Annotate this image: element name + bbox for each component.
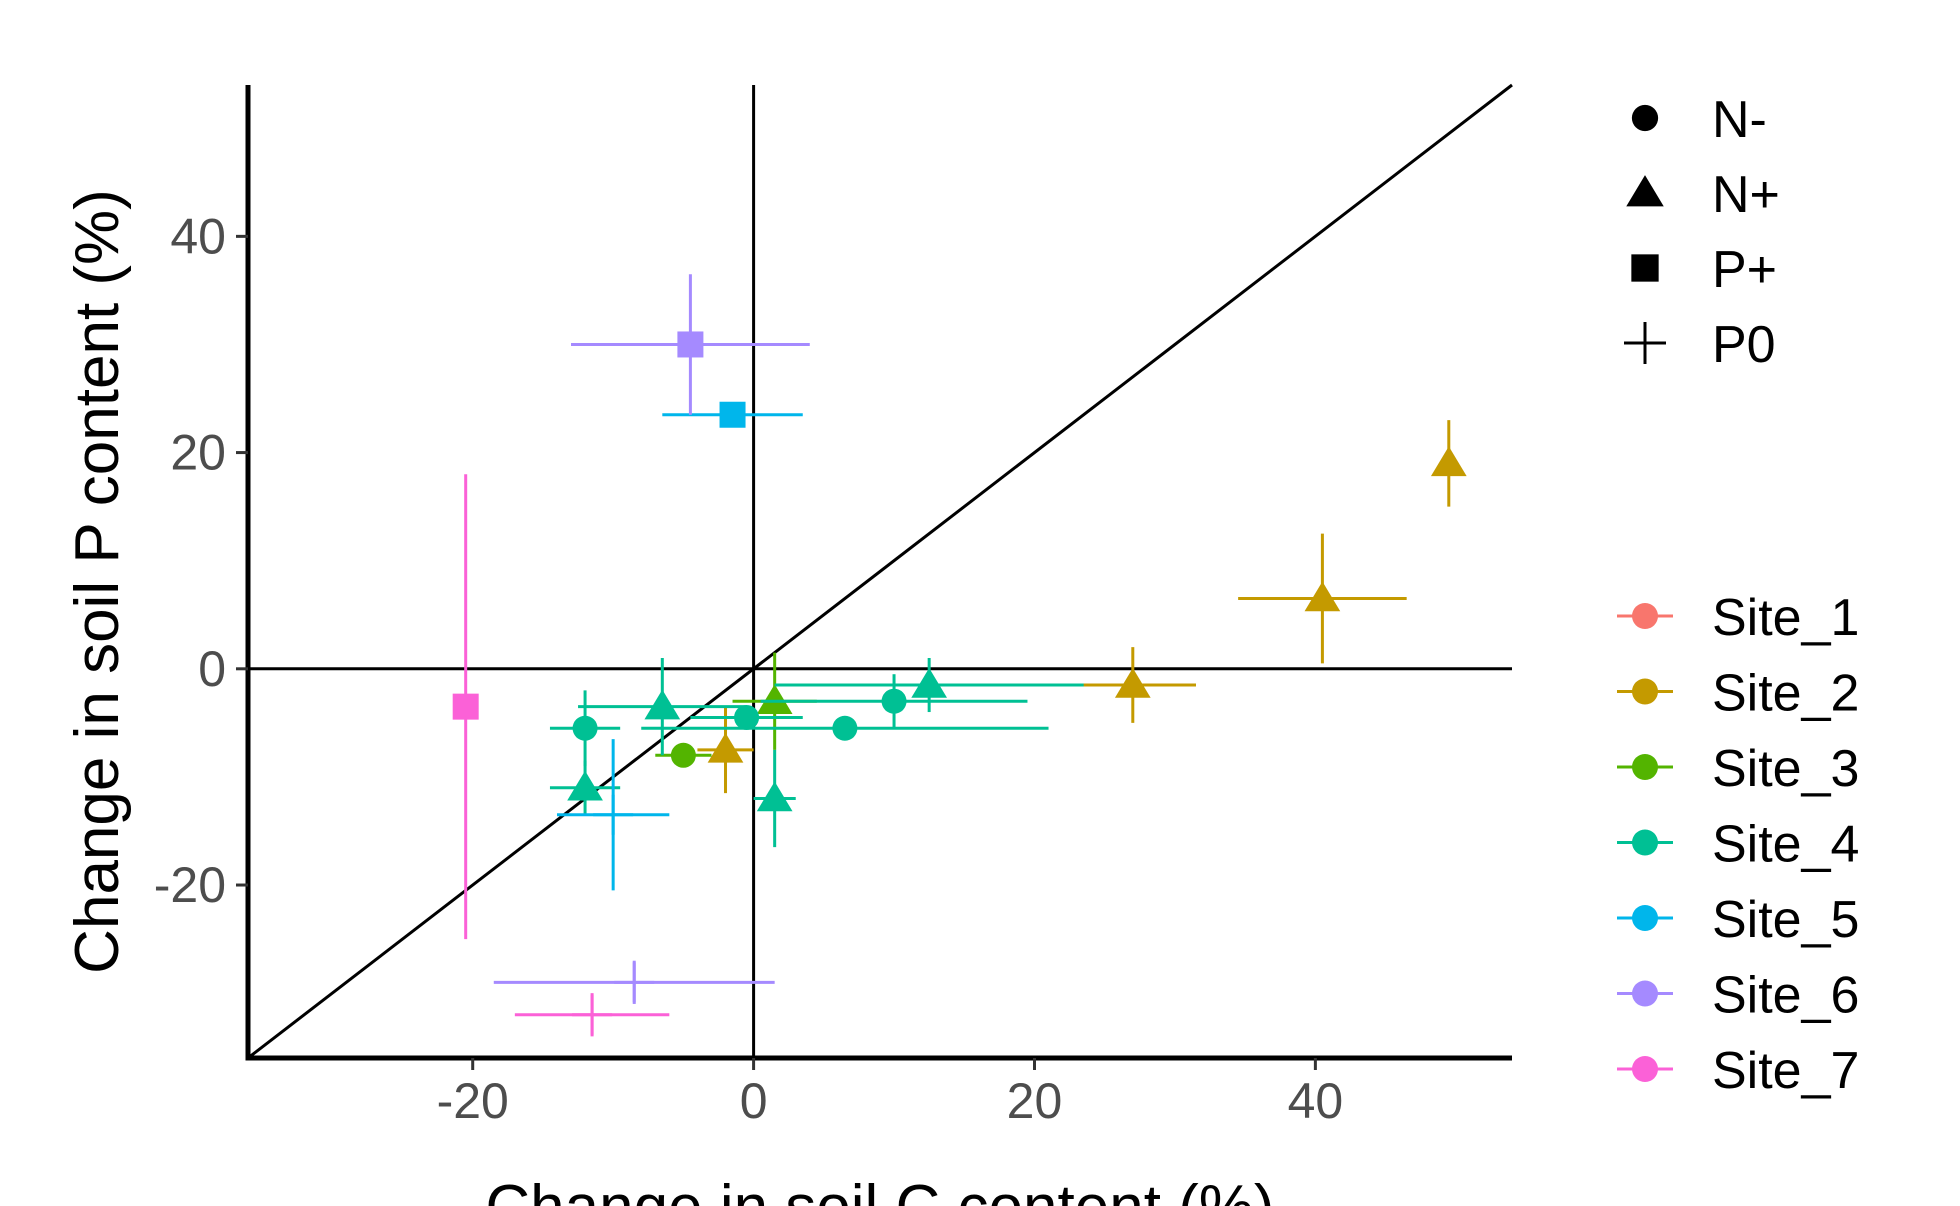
legend-label: Site_1 (1712, 589, 1859, 647)
point-marker (719, 401, 746, 428)
data-point (514, 993, 670, 1037)
legend-label: Site_2 (1712, 665, 1859, 723)
legend-key-dot (1632, 1056, 1658, 1082)
legend-key-dot (1632, 980, 1658, 1007)
legend-key-triangle (1626, 175, 1664, 207)
color-legend-item: Site_7 (1617, 1042, 1859, 1100)
x-tick-label: 40 (1288, 1073, 1344, 1129)
x-tick-label: -20 (437, 1073, 509, 1129)
point-marker (572, 994, 613, 1035)
y-tick-label: 40 (170, 208, 226, 264)
point-marker (567, 770, 603, 801)
data-point (578, 657, 747, 756)
data-point (641, 715, 1049, 741)
data-point (655, 742, 712, 768)
y-axis-title: Change in soil P content (%) (63, 189, 132, 974)
color-legend-item: Site_6 (1617, 967, 1859, 1025)
data-point (452, 474, 479, 940)
point-marker (756, 781, 793, 812)
data-point (571, 274, 810, 415)
data-point (697, 706, 754, 794)
point-marker (614, 962, 655, 1003)
legend-key-square (1631, 254, 1659, 282)
legend-label: Site_6 (1712, 967, 1859, 1025)
data-point (690, 704, 803, 730)
legend-label: P+ (1712, 241, 1777, 299)
y-tick-label: 0 (198, 641, 226, 697)
color-legend-item: Site_2 (1617, 665, 1859, 723)
point-marker (1114, 668, 1151, 698)
shape-legend-item: P0 (1624, 316, 1776, 374)
legend-key-plus (1624, 322, 1666, 364)
legend-key-dot (1632, 905, 1658, 931)
legend-label: Site_4 (1712, 816, 1859, 874)
data-point (1238, 533, 1407, 664)
legend-key-dot (1632, 829, 1658, 856)
point-marker (677, 331, 704, 358)
x-axis-title: Change in soil C content (%) (485, 1173, 1274, 1206)
data-point (662, 401, 803, 428)
legend-key-circle (1631, 104, 1659, 132)
data-point (1069, 647, 1196, 723)
shape-legend-item: N+ (1626, 166, 1780, 224)
ref-line-identity (247, 83, 1513, 1060)
point-marker (1304, 581, 1341, 612)
point-marker (572, 715, 598, 741)
shape-legend-item: N- (1631, 91, 1767, 149)
point-marker (670, 742, 696, 768)
legend-label: Site_5 (1712, 891, 1859, 949)
point-marker (644, 689, 681, 720)
point-marker (911, 668, 948, 698)
data-point (549, 690, 621, 767)
legend-label: P0 (1712, 316, 1776, 374)
shape-legend-item: P+ (1631, 241, 1777, 299)
legend-label: Site_7 (1712, 1042, 1859, 1100)
y-tick-label: -20 (154, 857, 226, 913)
point-marker (756, 684, 793, 714)
x-tick-label: 20 (1007, 1073, 1063, 1129)
point-marker (452, 693, 479, 720)
color-legend-item: Site_5 (1617, 891, 1859, 949)
legend-key-dot (1632, 603, 1658, 629)
legend-label: N+ (1712, 166, 1780, 224)
legend-label: Site_3 (1712, 740, 1859, 798)
color-legend-item: Site_4 (1617, 816, 1859, 874)
point-marker (593, 794, 634, 835)
point-marker (1430, 446, 1467, 477)
legend-key-dot (1632, 678, 1658, 705)
axes: -20 0 20 40 -20 0 20 40 (154, 85, 1512, 1129)
data-point (760, 674, 1028, 729)
legend: N- N+ P+ P0 Site_1 Site_2 Site_3 Site_4 Site_5 Si… (1617, 91, 1859, 1100)
point-marker (734, 704, 760, 730)
data-point (556, 739, 670, 891)
data-point (1430, 420, 1467, 507)
data-point (493, 960, 775, 1004)
data-points (452, 274, 1467, 1037)
point-marker (881, 688, 907, 714)
data-point (774, 657, 1084, 713)
plot-area (247, 83, 1513, 1060)
x-tick-label: 0 (740, 1073, 768, 1129)
color-legend-item: Site_1 (1617, 589, 1859, 647)
legend-key-dot (1632, 754, 1658, 780)
data-point (753, 749, 796, 848)
color-legend-item: Site_3 (1617, 740, 1859, 798)
legend-label: N- (1712, 91, 1767, 149)
point-marker (832, 715, 858, 741)
data-point (549, 760, 621, 815)
y-tick-label: 20 (170, 425, 226, 481)
point-marker (707, 732, 744, 763)
